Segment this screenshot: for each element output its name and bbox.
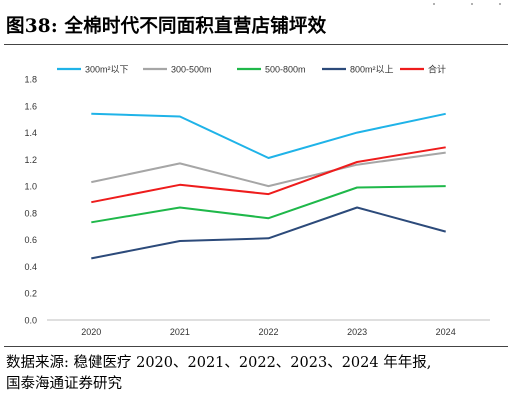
line-chart: 0.00.20.40.60.81.01.21.41.61.8 2020 2021 2…	[24, 64, 490, 337]
figure-title: 图38: 全棉时代不同面积直营店铺坪效	[6, 16, 327, 37]
y-tick-label: 1.8	[24, 75, 37, 85]
x-tick-label: 2023	[347, 327, 367, 337]
x-tick-label: 2024	[436, 327, 456, 337]
series-line	[91, 146, 446, 204]
y-axis: 0.0 0.2 0.4 0.6 0.8 1.0 1.2 1.4 1.6 1.8	[24, 75, 37, 326]
y-tick-label: 1.2	[24, 155, 37, 165]
legend-label: 300m²以下	[85, 65, 129, 75]
y-tick-label: 1.6	[24, 101, 37, 111]
source-line-1: 数据来源: 稳健医疗 2020、2021、2022、2023、2024 年年报,	[6, 355, 432, 371]
legend-label: 500-800m	[265, 65, 306, 75]
x-tick-label: 2020	[81, 327, 101, 337]
y-tick-label: 0.6	[24, 235, 37, 245]
x-tick-label: 2022	[258, 327, 278, 337]
series-line	[91, 151, 446, 188]
series-line	[91, 185, 446, 224]
y-tick-label: 0.2	[24, 289, 37, 299]
legend-label: 300-500m	[171, 65, 212, 75]
y-tick-label: 0.4	[24, 262, 37, 272]
series-line	[91, 112, 446, 159]
series-line	[91, 206, 446, 260]
legend: 300m²以下 300-500m 500-800m 800m²以上 合计	[57, 64, 446, 75]
x-axis: 2020 2021 2022 2023 2024	[47, 319, 490, 337]
y-tick-label: 0.0	[24, 316, 37, 326]
series-lines	[91, 112, 446, 260]
header-decoration	[433, 3, 501, 5]
y-tick-label: 1.0	[24, 182, 37, 192]
top-rule	[4, 44, 508, 45]
legend-label: 800m²以上	[350, 65, 394, 75]
legend-label: 合计	[428, 64, 446, 75]
bottom-rule	[4, 346, 508, 347]
source-line-2: 国泰海通证券研究	[6, 376, 122, 392]
x-tick-label: 2021	[170, 327, 190, 337]
y-tick-label: 1.4	[24, 128, 37, 138]
source-note: 数据来源: 稳健医疗 2020、2021、2022、2023、2024 年年报,…	[6, 353, 506, 395]
y-tick-label: 0.8	[24, 208, 37, 218]
